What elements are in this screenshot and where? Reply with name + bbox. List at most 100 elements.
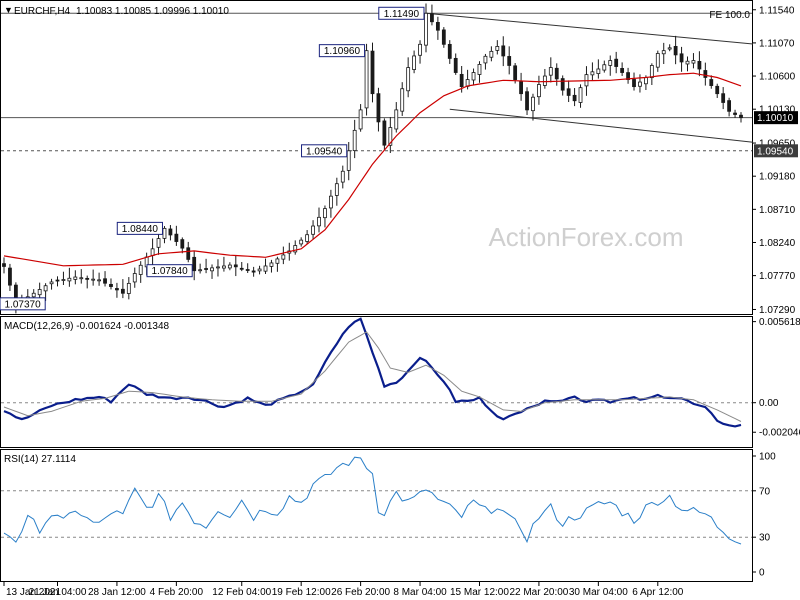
candle-body xyxy=(109,283,113,287)
candle-body xyxy=(501,45,506,57)
x-tick-label: 13 Jan 2021 xyxy=(6,587,61,598)
candle-body xyxy=(97,279,101,282)
annotation-label: 1.11490 xyxy=(384,9,420,20)
price-annotation: 1.08440 xyxy=(116,221,163,235)
candle-body xyxy=(37,289,42,296)
candle-body xyxy=(132,273,137,283)
macd-layer xyxy=(1,317,752,428)
x-tick-label: 28 Jan 12:00 xyxy=(88,587,146,598)
annotation-label: 1.07840 xyxy=(152,266,189,277)
candle-body xyxy=(667,47,672,50)
candle-body xyxy=(79,277,84,280)
candle-body xyxy=(115,288,119,291)
candle-body xyxy=(406,67,411,92)
x-tick-label: 8 Mar 04:00 xyxy=(393,587,447,598)
x-tick-label: 19 Feb 12:00 xyxy=(272,587,331,598)
watermark: ActionForex.com xyxy=(488,222,683,252)
candle-body xyxy=(400,88,405,112)
price-annotation: 1.07840 xyxy=(146,264,193,278)
candle-body xyxy=(216,266,220,269)
candle-body xyxy=(495,46,500,51)
candle-body xyxy=(471,72,476,81)
candle-body xyxy=(531,96,535,112)
macd-panel xyxy=(0,316,753,448)
candle-body xyxy=(697,60,702,70)
candle-body xyxy=(275,258,280,264)
candle-body xyxy=(537,84,541,98)
candle-body xyxy=(340,170,345,183)
candle-body xyxy=(31,292,36,298)
candle-body xyxy=(370,50,375,95)
x-tick-label: 15 Mar 12:00 xyxy=(450,587,509,598)
candle-body xyxy=(257,268,262,272)
candle-body xyxy=(608,60,613,66)
price-marker: 1.09540 xyxy=(754,144,798,158)
candle-body xyxy=(548,67,553,76)
candle-body xyxy=(73,276,78,280)
candle-body xyxy=(180,239,185,249)
candle-body xyxy=(364,50,369,109)
candle-body xyxy=(459,73,464,88)
candle-body xyxy=(412,55,417,70)
price-marker-label: 1.10010 xyxy=(757,113,794,124)
macd-signal-line xyxy=(3,331,742,422)
candle-body xyxy=(222,265,226,269)
candle-body xyxy=(251,270,256,273)
candle-body xyxy=(186,247,191,260)
price-tick-label: 1.09650 xyxy=(759,139,796,150)
rsi-line xyxy=(3,456,742,545)
macd-title: MACD(12,26,9) -0.001624 -0.001348 xyxy=(4,321,170,332)
moving-average-line xyxy=(3,72,742,267)
price-marker: 1.10010 xyxy=(754,111,798,125)
candle-body xyxy=(715,85,720,95)
x-tick-label: 22 Mar 20:00 xyxy=(509,587,568,598)
candle-body xyxy=(49,281,54,285)
candle-body xyxy=(323,208,327,219)
candle-body xyxy=(311,225,315,235)
candle-body xyxy=(103,278,107,284)
candle-body xyxy=(560,78,565,91)
candle-body xyxy=(263,265,268,272)
candle-body xyxy=(542,75,547,86)
macd-tick-label: -0.002046 xyxy=(759,428,800,439)
candle-body xyxy=(85,277,90,280)
candle-body xyxy=(55,279,60,282)
price-annotation: 1.09540 xyxy=(301,144,348,158)
candle-body xyxy=(430,13,434,23)
macd-tick-label: 0.00 xyxy=(759,398,779,409)
candle-body xyxy=(239,267,244,270)
price-tick-label: 1.08240 xyxy=(759,238,796,249)
x-tick-label: 6 Apr 12:00 xyxy=(632,587,684,598)
candle-body xyxy=(620,68,625,73)
candle-body xyxy=(691,60,696,64)
candle-body xyxy=(661,50,666,55)
rsi-tick-label: 0 xyxy=(759,568,765,579)
annotation-label: 1.07370 xyxy=(5,299,42,310)
candle-body xyxy=(43,285,48,292)
candle-body xyxy=(91,278,96,281)
x-tick-label: 21 Jan 04:00 xyxy=(29,587,87,598)
candle-body xyxy=(269,262,274,267)
candle-body xyxy=(67,277,72,282)
price-tick-label: 1.07290 xyxy=(759,305,796,316)
x-tick-label: 26 Feb 20:00 xyxy=(331,587,390,598)
candle-body xyxy=(382,120,387,146)
candle-body xyxy=(685,60,690,65)
price-tick-label: 1.11070 xyxy=(759,38,795,49)
candle-body xyxy=(328,195,333,209)
candle-body xyxy=(525,91,529,111)
candle-body xyxy=(453,57,458,73)
candle-body xyxy=(210,267,214,272)
candle-body xyxy=(156,238,161,248)
price-annotation: 1.10960 xyxy=(318,44,366,58)
symbol-label: EURCHF,H4 xyxy=(14,6,71,17)
price-tick-label: 1.09180 xyxy=(759,172,796,183)
price-tick-label: 1.10130 xyxy=(759,105,796,116)
candle-body xyxy=(418,43,422,56)
annotation-box xyxy=(116,221,163,235)
candle-body xyxy=(578,87,583,103)
annotation-box xyxy=(0,297,46,311)
rsi-layer xyxy=(1,456,752,545)
price-tick-label: 1.08710 xyxy=(759,205,796,216)
